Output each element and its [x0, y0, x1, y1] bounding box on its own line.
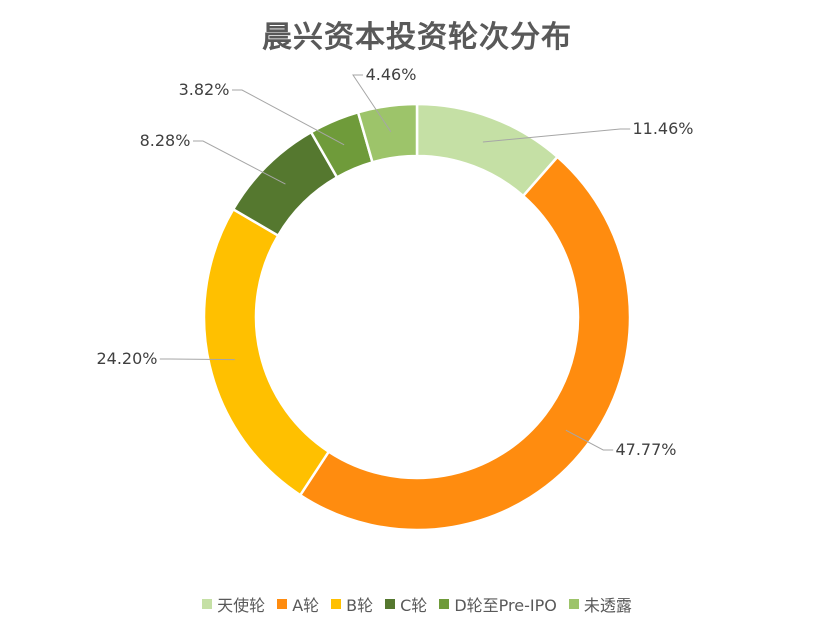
- data-label-4: 3.82%: [179, 80, 230, 99]
- legend-item-4: D轮至Pre-IPO: [439, 592, 557, 616]
- donut-slice-1: [298, 155, 632, 532]
- leader-line-2: [159, 358, 235, 361]
- legend-label-2: B轮: [346, 596, 374, 615]
- leader-line-1: [565, 429, 614, 451]
- data-label-3: 8.28%: [140, 131, 191, 150]
- donut-slice-5: [356, 102, 419, 164]
- leader-line-4: [232, 89, 345, 146]
- legend-label-0: 天使轮: [217, 596, 266, 615]
- legend-label-4: D轮至Pre-IPO: [454, 596, 557, 615]
- donut-slice-2: [202, 207, 331, 497]
- donut-slices: [202, 102, 632, 532]
- legend-swatch-4: [439, 599, 450, 609]
- legend-swatch-0: [202, 599, 213, 609]
- leader-lines: [159, 74, 631, 451]
- chart-title: 晨兴资本投资轮次分布: [262, 20, 572, 55]
- legend-item-2: B轮: [331, 592, 373, 616]
- chart-legend: 天使轮 A轮 B轮 C轮 D轮至Pre-IPO 未透露: [0, 592, 834, 616]
- legend-item-5: 未透露: [568, 592, 632, 616]
- data-label-5: 4.46%: [366, 65, 417, 84]
- legend-swatch-1: [277, 599, 288, 609]
- legend-label-1: A轮: [292, 596, 320, 615]
- leader-line-3: [193, 140, 286, 185]
- leader-line-5: [352, 74, 392, 133]
- donut-chart: 11.46% 47.77% 24.20% 8.28% 3.82% 4.46%: [96, 65, 694, 532]
- leader-line-0: [482, 128, 631, 143]
- legend-item-1: A轮: [277, 592, 319, 616]
- data-label-0: 11.46%: [632, 119, 693, 138]
- data-label-1: 47.77%: [615, 440, 676, 459]
- legend-label-5: 未透露: [583, 596, 632, 615]
- legend-item-0: 天使轮: [202, 592, 265, 616]
- legend-swatch-5: [568, 599, 579, 609]
- legend-swatch-2: [331, 599, 342, 609]
- legend-swatch-3: [385, 599, 396, 609]
- legend-item-3: C轮: [385, 592, 427, 616]
- legend-label-3: C轮: [400, 596, 428, 615]
- data-labels: 11.46% 47.77% 24.20% 8.28% 3.82% 4.46%: [96, 65, 693, 459]
- data-label-2: 24.20%: [96, 349, 157, 368]
